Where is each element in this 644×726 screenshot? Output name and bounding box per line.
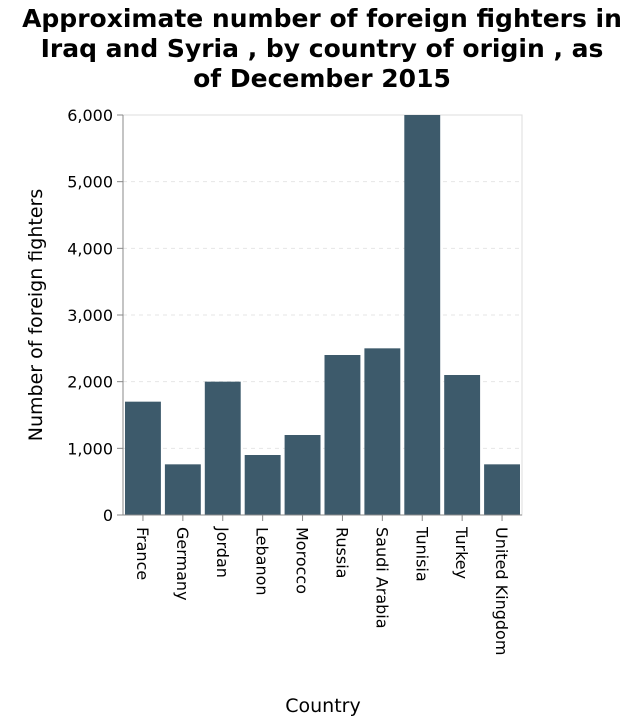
x-tick-label: France bbox=[133, 527, 152, 580]
y-tick-label: 6,000 bbox=[67, 106, 113, 125]
axes: 0 1,000 2,000 3,000 4,000 5,000 6,000 France Ger… bbox=[67, 106, 522, 655]
chart-title-line-3: of December 2015 bbox=[193, 64, 451, 93]
x-axis-title: Country bbox=[285, 695, 360, 717]
y-tick-label: 5,000 bbox=[67, 173, 113, 192]
bar bbox=[164, 464, 201, 515]
y-tick-label: 1,000 bbox=[67, 439, 113, 458]
bar bbox=[324, 355, 361, 515]
chart-title: Approximate number of foreign fighters i… bbox=[0, 4, 644, 94]
bar bbox=[204, 381, 241, 515]
bar bbox=[364, 348, 401, 515]
x-tick-label: Morocco bbox=[293, 527, 312, 594]
y-tick-label: 3,000 bbox=[67, 306, 113, 325]
x-tick-label: Saudi Arabia bbox=[372, 527, 391, 629]
chart-title-line-2: Iraq and Syria , by country of origin , … bbox=[40, 34, 604, 63]
x-tick-label: United Kingdom bbox=[492, 527, 511, 655]
bar bbox=[244, 455, 281, 515]
bar bbox=[404, 115, 441, 515]
x-tick-label: Turkey bbox=[452, 526, 471, 579]
bar bbox=[484, 464, 520, 515]
x-tick-label: Germany bbox=[173, 527, 192, 601]
bar bbox=[444, 375, 481, 515]
bar bbox=[125, 401, 161, 515]
y-tick-label: 0 bbox=[103, 506, 113, 525]
y-tick-label: 4,000 bbox=[67, 239, 113, 258]
y-tick-label: 2,000 bbox=[67, 373, 113, 392]
x-tick-label: Russia bbox=[332, 527, 351, 578]
y-axis-title: Number of foreign fighters bbox=[25, 189, 47, 441]
x-tick-label: Lebanon bbox=[253, 527, 272, 596]
bar bbox=[284, 435, 321, 515]
x-tick-label: Jordan bbox=[213, 526, 232, 578]
x-tick-label: Tunisia bbox=[412, 526, 431, 582]
bars bbox=[125, 115, 520, 515]
chart-title-line-1: Approximate number of foreign fighters i… bbox=[22, 4, 622, 33]
